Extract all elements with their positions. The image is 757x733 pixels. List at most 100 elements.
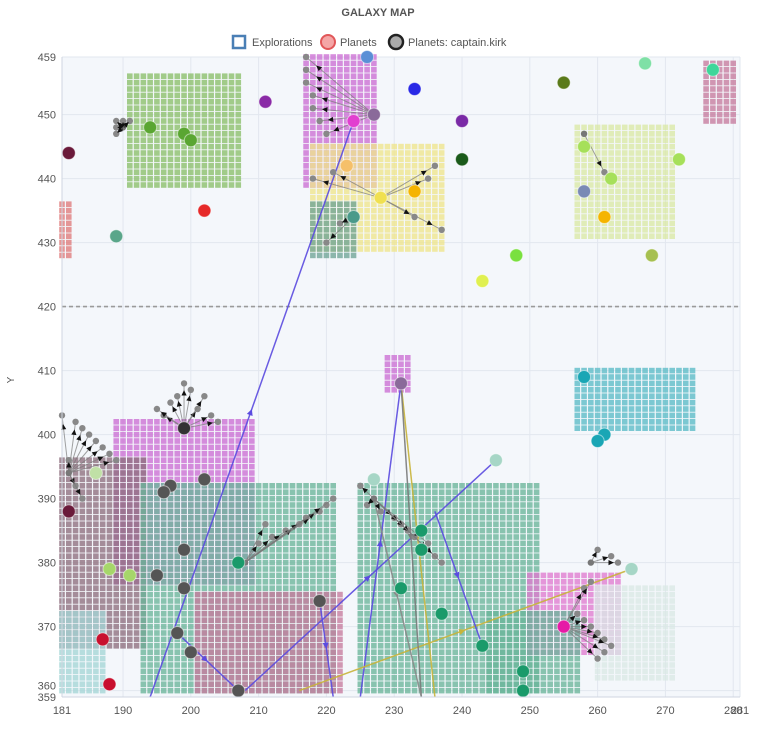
exploration-cell bbox=[459, 515, 465, 521]
exploration-cell bbox=[405, 169, 411, 175]
exploration-cell bbox=[161, 451, 167, 457]
exploration-cell bbox=[391, 611, 397, 617]
exploration-cell bbox=[473, 534, 479, 540]
exploration-cell bbox=[263, 643, 269, 649]
exploration-cell bbox=[500, 515, 506, 521]
exploration-cell bbox=[446, 598, 452, 604]
exploration-cell bbox=[615, 157, 621, 163]
exploration-cell bbox=[330, 189, 336, 195]
exploration-cell bbox=[107, 605, 113, 611]
exploration-cell bbox=[690, 425, 696, 431]
exploration-cell bbox=[432, 144, 438, 150]
exploration-cell bbox=[168, 445, 174, 451]
exploration-cell bbox=[195, 579, 201, 585]
exploration-cell bbox=[493, 643, 499, 649]
exploration-cell bbox=[113, 592, 119, 598]
exploration-cell bbox=[683, 374, 689, 380]
exploration-cell bbox=[107, 547, 113, 553]
exploration-cell bbox=[432, 208, 438, 214]
exploration-cell bbox=[283, 502, 289, 508]
exploration-cell bbox=[337, 144, 343, 150]
exploration-cell bbox=[520, 656, 526, 662]
exploration-cell bbox=[507, 566, 513, 572]
exploration-cell bbox=[568, 649, 574, 655]
exploration-cell bbox=[263, 502, 269, 508]
exploration-cell bbox=[181, 464, 187, 470]
exploration-cell bbox=[181, 169, 187, 175]
exploration-cell bbox=[161, 80, 167, 86]
exploration-cell bbox=[66, 560, 72, 566]
exploration-cell bbox=[602, 131, 608, 137]
exploration-cell bbox=[486, 566, 492, 572]
exploration-cell bbox=[290, 579, 296, 585]
exploration-cell bbox=[649, 195, 655, 201]
exploration-cell bbox=[608, 406, 614, 412]
exploration-cell bbox=[364, 681, 370, 687]
exploration-cell bbox=[66, 201, 72, 207]
exploration-cell bbox=[269, 521, 275, 527]
exploration-cell bbox=[398, 150, 404, 156]
exploration-cell bbox=[242, 637, 248, 643]
exploration-cell bbox=[432, 214, 438, 220]
exploration-cell bbox=[324, 496, 330, 502]
exploration-cell bbox=[235, 598, 241, 604]
exploration-cell bbox=[174, 598, 180, 604]
exploration-cell bbox=[622, 221, 628, 227]
exploration-cell bbox=[276, 566, 282, 572]
exploration-cell bbox=[405, 221, 411, 227]
exploration-cell bbox=[663, 400, 669, 406]
exploration-cell bbox=[208, 451, 214, 457]
exploration-cell bbox=[493, 547, 499, 553]
exploration-cell bbox=[520, 489, 526, 495]
exploration-cell bbox=[330, 489, 336, 495]
exploration-cell bbox=[337, 208, 343, 214]
exploration-cell bbox=[459, 560, 465, 566]
exploration-cell bbox=[581, 400, 587, 406]
exploration-cell bbox=[419, 150, 425, 156]
exploration-cell bbox=[263, 566, 269, 572]
exploration-cell bbox=[513, 496, 519, 502]
exploration-cell bbox=[249, 585, 255, 591]
exploration-cell bbox=[656, 425, 662, 431]
exploration-cell bbox=[134, 643, 140, 649]
exploration-cell bbox=[602, 144, 608, 150]
exploration-cell bbox=[574, 425, 580, 431]
exploration-cell bbox=[235, 131, 241, 137]
exploration-cell bbox=[249, 656, 255, 662]
exploration-cell bbox=[364, 592, 370, 598]
exploration-cell bbox=[358, 502, 364, 508]
exploration-cell bbox=[629, 163, 635, 169]
exploration-cell bbox=[161, 547, 167, 553]
exploration-cell bbox=[249, 649, 255, 655]
exploration-cell bbox=[303, 112, 309, 118]
exploration-cell bbox=[202, 553, 208, 559]
exploration-cell bbox=[249, 457, 255, 463]
exploration-cell bbox=[473, 656, 479, 662]
exploration-cell bbox=[636, 131, 642, 137]
exploration-cell bbox=[547, 649, 553, 655]
exploration-cell bbox=[174, 150, 180, 156]
exploration-cell bbox=[134, 105, 140, 111]
exploration-cell bbox=[608, 157, 614, 163]
exploration-cell bbox=[215, 125, 221, 131]
exploration-cell bbox=[141, 502, 147, 508]
exploration-cell bbox=[358, 73, 364, 79]
exploration-cell bbox=[527, 585, 533, 591]
exploration-cell bbox=[513, 489, 519, 495]
exploration-cell bbox=[235, 80, 241, 86]
exploration-cell bbox=[581, 611, 587, 617]
exploration-cell bbox=[486, 502, 492, 508]
exploration-cell bbox=[500, 688, 506, 694]
exploration-cell bbox=[141, 560, 147, 566]
exploration-cell bbox=[486, 656, 492, 662]
exploration-cell bbox=[127, 611, 133, 617]
exploration-cell bbox=[615, 233, 621, 239]
exploration-cell bbox=[222, 464, 228, 470]
exploration-cell bbox=[113, 630, 119, 636]
exploration-cell bbox=[391, 157, 397, 163]
exploration-cell bbox=[195, 464, 201, 470]
exploration-cell bbox=[195, 157, 201, 163]
exploration-cell bbox=[229, 611, 235, 617]
exploration-cell bbox=[371, 547, 377, 553]
